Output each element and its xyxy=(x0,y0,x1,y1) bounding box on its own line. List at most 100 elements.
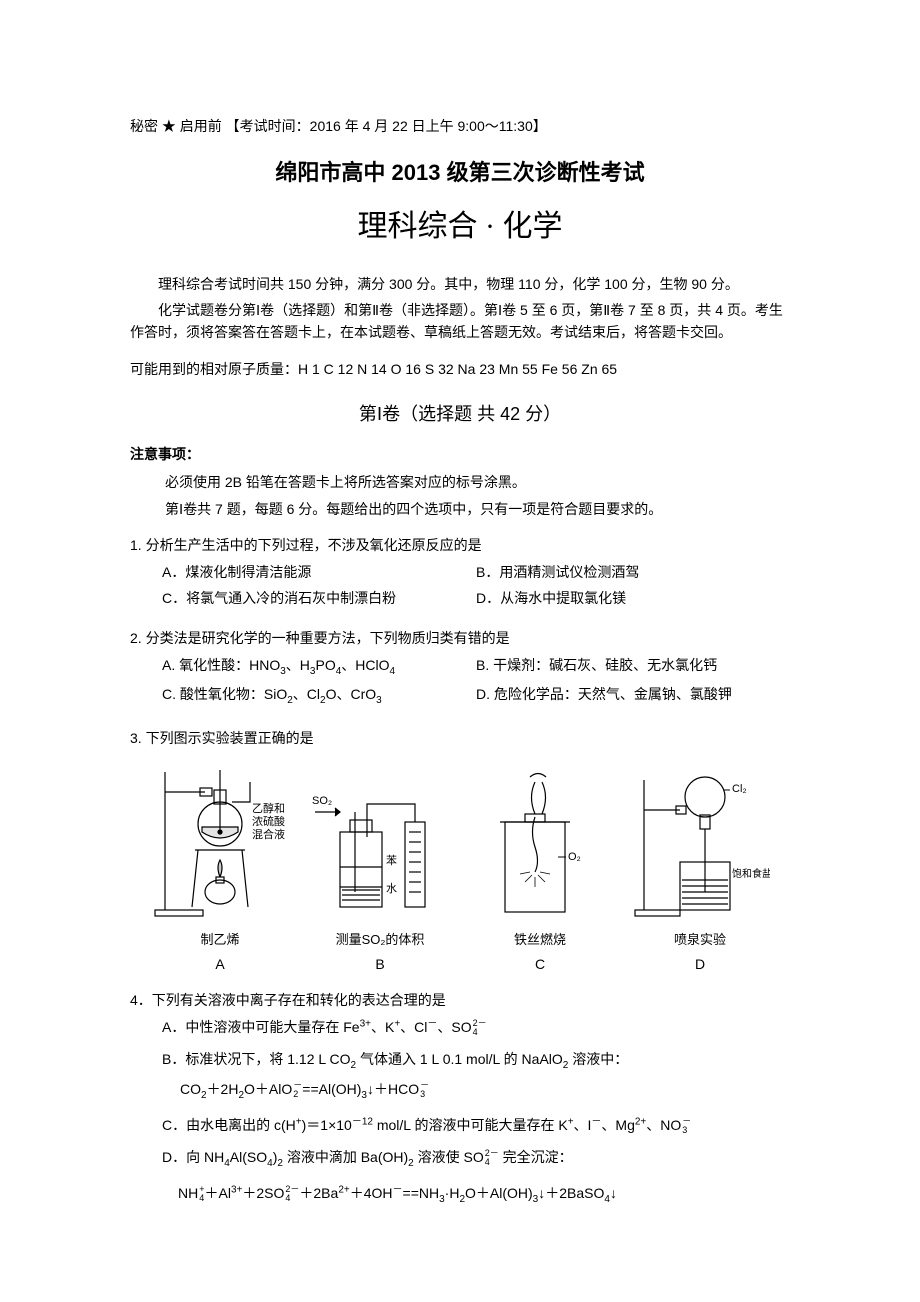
q4d2-t7: ·H xyxy=(445,1185,460,1201)
q2c-t2: 、Cl xyxy=(293,686,320,702)
q4d-t1: D．向 NH xyxy=(162,1149,224,1165)
diag-d-label1: Cl₂ xyxy=(732,783,747,795)
q4d-ss1: 2－4 xyxy=(485,1149,499,1167)
q2-opt-a: A. 氧化性酸：HNO3、H3PO4、HClO4 xyxy=(162,654,476,680)
q2-stem: 2. 分类法是研究化学的一种重要方法，下列物质归类有错的是 xyxy=(130,627,790,649)
q4a-ss1: 2－4 xyxy=(473,1019,487,1037)
q4b-line2: CO2＋2H2O＋AlO－2==Al(OH)3↓＋HCO－3 xyxy=(162,1078,790,1104)
q3-stem: 3. 下列图示实验装置正确的是 xyxy=(130,727,790,749)
q4-options: A．中性溶液中可能大量存在 Fe3+、K+、Cl－、SO2－4 B．标准状况下，… xyxy=(130,1016,790,1172)
q4c-t1: C．由水电离出的 c(H xyxy=(162,1117,296,1133)
diagram-b: SO₂ 苯 水 测量SO₂的体积 B xyxy=(300,762,460,976)
q4c-t2: )＝1×10 xyxy=(302,1117,352,1133)
q4c-s2: －12 xyxy=(352,1116,373,1127)
q4d-line2: NH+4＋Al3+＋2SO2－4＋2Ba2+＋4OH－==NH3·H2O＋Al(… xyxy=(130,1182,790,1208)
q4d-t4: 溶液中滴加 Ba(OH) xyxy=(283,1149,408,1165)
question-3: 3. 下列图示实验装置正确的是 xyxy=(130,727,790,975)
confidential-line: 秘密 ★ 启用前 【考试时间：2016 年 4 月 22 日上午 9:00～11… xyxy=(130,115,790,137)
diag-a-label3: 混合液 xyxy=(252,827,285,841)
q4b2-t4: ==Al(OH) xyxy=(302,1081,361,1097)
diag-d-letter: D xyxy=(620,953,780,975)
q2c-t1: C. 酸性氧化物：SiO xyxy=(162,686,287,702)
q4a-t4: 、SO xyxy=(437,1019,471,1035)
atomic-mass: 可能用到的相对原子质量：H 1 C 12 N 14 O 16 S 32 Na 2… xyxy=(130,358,790,380)
notice-2: 第Ⅰ卷共 7 题，每题 6 分。每题给出的四个选项中，只有一项是符合题目要求的。 xyxy=(130,498,790,520)
diagram-d: Cl₂ 饱和食盐水 喷泉实验 D xyxy=(620,762,780,976)
q2-opt-c: C. 酸性氧化物：SiO2、Cl2O、CrO3 xyxy=(162,683,476,709)
q1-options: A．煤液化制得清洁能源 B．用酒精测试仪检测酒驾 C．将氯气通入冷的消石灰中制漂… xyxy=(130,561,790,614)
q4a-s3: － xyxy=(427,1018,437,1029)
diagram-a-svg: 乙醇和 浓硫酸 混合液 xyxy=(150,762,290,922)
section1-title: 第Ⅰ卷（选择题 共 42 分） xyxy=(130,400,790,429)
diag-c-letter: C xyxy=(460,953,620,975)
question-4: 4．下列有关溶液中离子存在和转化的表达合理的是 A．中性溶液中可能大量存在 Fe… xyxy=(130,989,790,1207)
q4b2-ss2: －3 xyxy=(420,1081,429,1099)
title-sub: 理科综合 · 化学 xyxy=(130,203,790,251)
q4d2-t8: O＋Al(OH) xyxy=(465,1185,533,1201)
q4d2-ss2: 2－4 xyxy=(285,1185,299,1203)
diag-b-label2: 苯 xyxy=(386,853,397,867)
q4a-t1: A．中性溶液中可能大量存在 Fe xyxy=(162,1019,360,1035)
q4d2-s1: 3+ xyxy=(231,1184,242,1195)
q4d2-t4: ＋2Ba xyxy=(299,1185,338,1201)
diag-a-label1: 乙醇和 xyxy=(252,801,285,815)
diag-c-caption: 铁丝燃烧 xyxy=(460,930,620,951)
q4b2-t3: O＋AlO xyxy=(244,1081,292,1097)
diag-b-label3: 水 xyxy=(386,882,397,895)
diagram-a: 乙醇和 浓硫酸 混合液 制乙烯 A xyxy=(140,762,300,976)
q2a-s4: 4 xyxy=(390,665,396,676)
diag-d-caption: 喷泉实验 xyxy=(620,930,780,951)
q4d2-t3: ＋2SO xyxy=(242,1185,284,1201)
q2-opt-b: B. 干燥剂：碱石灰、硅胶、无水氯化钙 xyxy=(476,654,790,680)
q4a-s1: 3+ xyxy=(360,1018,371,1029)
q2-options: A. 氧化性酸：HNO3、H3PO4、HClO4 B. 干燥剂：碱石灰、硅胶、无… xyxy=(130,654,790,714)
diag-a-caption: 制乙烯 xyxy=(140,930,300,951)
q4-opt-c: C．由水电离出的 c(H+)＝1×10－12 mol/L 的溶液中可能大量存在 … xyxy=(162,1114,790,1136)
q4c-t5: 、Mg xyxy=(601,1117,634,1133)
q1-stem: 1. 分析生产生活中的下列过程，不涉及氧化还原反应的是 xyxy=(130,534,790,556)
diag-b-caption: 测量SO₂的体积 xyxy=(300,930,460,951)
q4d-t2: Al(SO xyxy=(230,1149,267,1165)
title-main: 绵阳市高中 2013 级第三次诊断性考试 xyxy=(130,155,790,190)
intro-p1: 理科综合考试时间共 150 分钟，满分 300 分。其中，物理 110 分，化学… xyxy=(130,273,790,295)
q2a-t2: 、H xyxy=(286,657,310,673)
q3-diagrams: 乙醇和 浓硫酸 混合液 制乙烯 A xyxy=(140,762,780,976)
q4d2-t6: ==NH xyxy=(403,1185,440,1201)
q4-opt-a: A．中性溶液中可能大量存在 Fe3+、K+、Cl－、SO2－4 xyxy=(162,1016,790,1038)
q4d2-t5: ＋4OH xyxy=(350,1185,393,1201)
notice-title: 注意事项： xyxy=(130,443,790,465)
notice-1: 必须使用 2B 铅笔在答题卡上将所选答案对应的标号涂黑。 xyxy=(130,471,790,493)
q4c-s4: － xyxy=(591,1116,601,1127)
q4d2-t9: ↓＋2BaSO xyxy=(538,1185,604,1201)
q4d2-t10: ↓ xyxy=(610,1185,617,1201)
diagram-d-svg: Cl₂ 饱和食盐水 xyxy=(630,762,770,922)
diag-a-label2: 浓硫酸 xyxy=(252,814,285,828)
q1-opt-d: D．从海水中提取氯化镁 xyxy=(476,587,790,609)
q4b2-ss1: －2 xyxy=(293,1081,302,1099)
q2-opt-d: D. 危险化学品：天然气、金属钠、氯酸钾 xyxy=(476,683,790,709)
question-1: 1. 分析生产生活中的下列过程，不涉及氧化还原反应的是 A．煤液化制得清洁能源 … xyxy=(130,534,790,613)
diag-c-label1: O₂ xyxy=(568,851,581,863)
intro-p2: 化学试题卷分第Ⅰ卷（选择题）和第Ⅱ卷（非选择题）。第Ⅰ卷 5 至 6 页，第Ⅱ卷… xyxy=(130,299,790,344)
q4b-t3: 溶液中： xyxy=(568,1051,628,1067)
q4-opt-b: B．标准状况下，将 1.12 L CO2 气体通入 1 L 0.1 mol/L … xyxy=(162,1048,790,1104)
q2a-t1: A. 氧化性酸：HNO xyxy=(162,657,280,673)
q4d2-s2: 2+ xyxy=(338,1184,349,1195)
q4c-t4: 、I xyxy=(574,1117,592,1133)
q4d-t6: 完全沉淀： xyxy=(499,1149,573,1165)
q4a-t2: 、K xyxy=(371,1019,394,1035)
diagram-c: O₂ 铁丝燃烧 C xyxy=(460,762,620,976)
q4c-t3: mol/L 的溶液中可能大量存在 K xyxy=(373,1117,568,1133)
q2a-t3: PO xyxy=(315,657,335,673)
q4-stem: 4．下列有关溶液中离子存在和转化的表达合理的是 xyxy=(130,989,790,1011)
question-2: 2. 分类法是研究化学的一种重要方法，下列物质归类有错的是 A. 氧化性酸：HN… xyxy=(130,627,790,713)
q4b2-t5: ↓＋HCO xyxy=(367,1081,419,1097)
q1-opt-b: B．用酒精测试仪检测酒驾 xyxy=(476,561,790,583)
q1-opt-c: C．将氯气通入冷的消石灰中制漂白粉 xyxy=(162,587,476,609)
q1-opt-a: A．煤液化制得清洁能源 xyxy=(162,561,476,583)
q2c-s3: 3 xyxy=(376,695,382,706)
diagram-b-svg: SO₂ 苯 水 xyxy=(310,762,450,922)
q4-opt-d: D．向 NH4Al(SO4)2 溶液中滴加 Ba(OH)2 溶液使 SO2－4 … xyxy=(162,1146,790,1172)
diag-b-label1: SO₂ xyxy=(312,795,332,807)
q2a-t4: 、HClO xyxy=(341,657,389,673)
